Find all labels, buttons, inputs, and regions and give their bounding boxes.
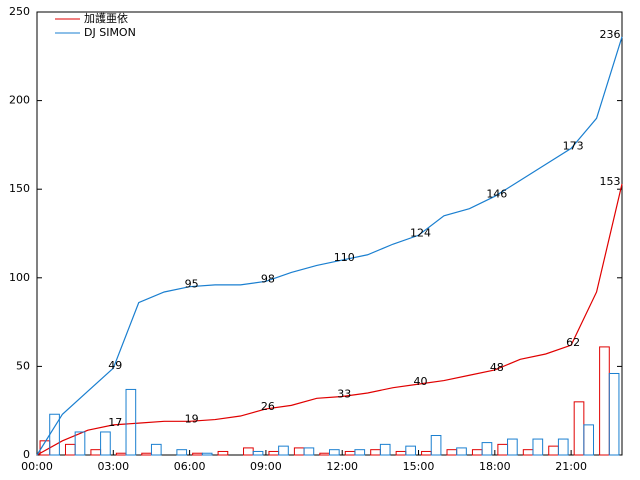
y-tick-label: 150 bbox=[9, 182, 30, 195]
bar bbox=[192, 452, 203, 456]
bar bbox=[379, 443, 391, 456]
value-label: 40 bbox=[414, 375, 428, 388]
value-label: 153 bbox=[600, 175, 621, 188]
value-label: 146 bbox=[486, 187, 507, 200]
value-label: 62 bbox=[566, 336, 580, 349]
bar bbox=[278, 445, 289, 456]
y-tick-label: 250 bbox=[9, 5, 30, 18]
x-tick-label: 00:00 bbox=[21, 460, 53, 473]
bar bbox=[115, 452, 127, 456]
bar bbox=[90, 449, 102, 456]
bar bbox=[150, 443, 162, 456]
bar bbox=[548, 445, 559, 456]
value-label: 236 bbox=[600, 28, 621, 41]
legend-label: 加護亜依 bbox=[84, 11, 128, 25]
bar bbox=[329, 449, 340, 456]
bar bbox=[344, 450, 356, 456]
bar bbox=[293, 447, 305, 456]
bar bbox=[319, 452, 330, 456]
y-tick-label: 200 bbox=[9, 94, 30, 107]
bar bbox=[430, 435, 442, 456]
bar bbox=[608, 372, 620, 456]
bar bbox=[74, 431, 86, 456]
bar bbox=[522, 449, 534, 456]
bar bbox=[583, 424, 595, 456]
legend-label: DJ SIMON bbox=[84, 26, 136, 39]
x-tick-label: 21:00 bbox=[555, 460, 587, 473]
bar bbox=[557, 438, 569, 456]
cumulative-line bbox=[36, 183, 623, 456]
x-tick-label: 03:00 bbox=[97, 460, 129, 473]
bar bbox=[141, 452, 152, 456]
value-label: 95 bbox=[185, 278, 199, 291]
value-label: 49 bbox=[108, 359, 122, 372]
bar bbox=[573, 401, 585, 456]
x-tick-label: 12:00 bbox=[326, 460, 358, 473]
cumulative-line bbox=[36, 36, 623, 456]
bar bbox=[354, 449, 366, 456]
bar bbox=[268, 450, 280, 456]
y-tick-label: 0 bbox=[23, 448, 30, 461]
value-label: 110 bbox=[334, 251, 355, 264]
bar bbox=[471, 449, 483, 456]
bar bbox=[395, 450, 407, 456]
bar bbox=[481, 442, 493, 456]
bar bbox=[497, 443, 509, 456]
bar bbox=[201, 452, 213, 456]
y-tick-label: 50 bbox=[16, 359, 30, 372]
value-label: 33 bbox=[337, 388, 351, 401]
bar bbox=[252, 450, 264, 456]
bar bbox=[446, 449, 458, 456]
value-label: 26 bbox=[261, 400, 275, 413]
bar bbox=[456, 447, 467, 456]
bar bbox=[176, 449, 188, 456]
bar bbox=[64, 443, 76, 456]
bar bbox=[100, 431, 111, 456]
y-tick-label: 100 bbox=[9, 271, 30, 284]
bar bbox=[217, 450, 229, 456]
value-label: 48 bbox=[490, 361, 504, 374]
value-label: 19 bbox=[185, 412, 199, 425]
bar bbox=[243, 447, 254, 456]
value-label: 98 bbox=[261, 272, 275, 285]
value-label: 17 bbox=[108, 416, 122, 429]
bar bbox=[532, 438, 544, 456]
plot-frame bbox=[36, 11, 623, 456]
bar bbox=[370, 449, 381, 456]
bar bbox=[405, 445, 416, 456]
bar bbox=[303, 447, 315, 456]
x-tick-label: 06:00 bbox=[174, 460, 206, 473]
x-tick-label: 15:00 bbox=[403, 460, 435, 473]
bar bbox=[599, 346, 610, 456]
bar bbox=[421, 450, 432, 456]
value-label: 124 bbox=[410, 226, 431, 239]
x-tick-label: 09:00 bbox=[250, 460, 282, 473]
x-tick-label: 18:00 bbox=[479, 460, 511, 473]
bar bbox=[125, 388, 137, 456]
value-label: 173 bbox=[563, 139, 584, 152]
bar bbox=[507, 438, 518, 456]
